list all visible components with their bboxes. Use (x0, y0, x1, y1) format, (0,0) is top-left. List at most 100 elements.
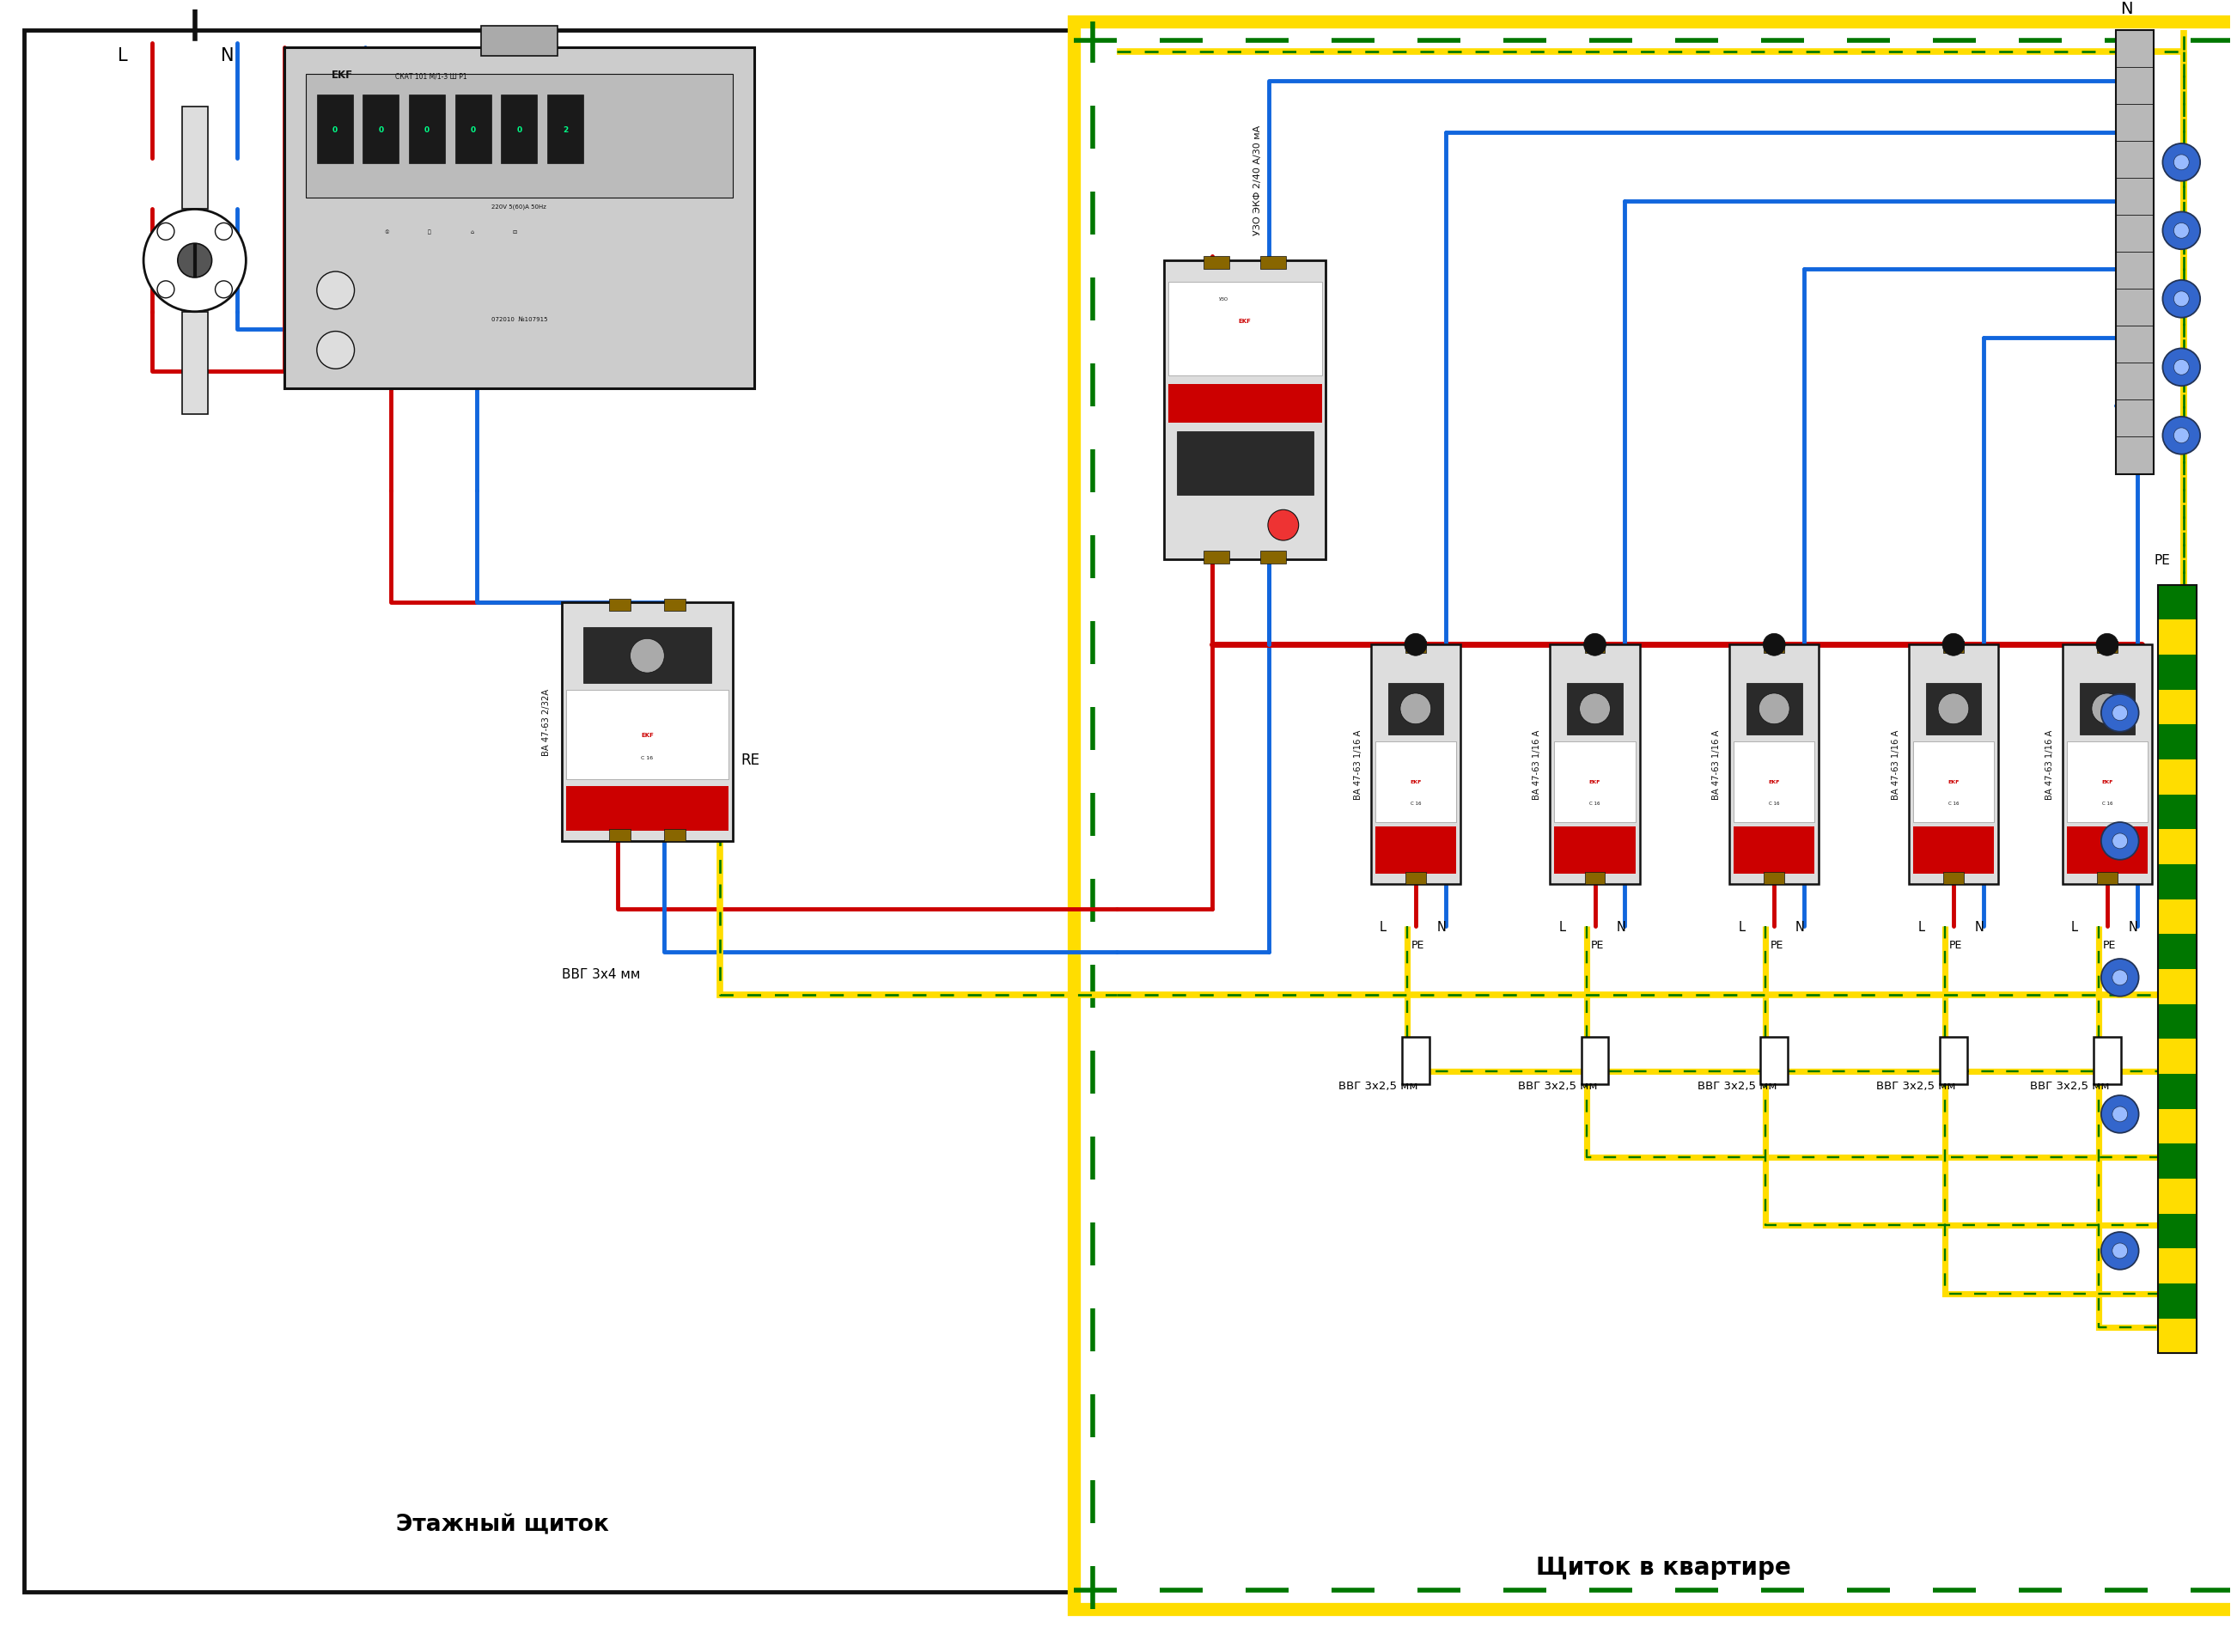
Text: 2: 2 (561, 126, 568, 134)
Bar (2159, 585, 2197, 620)
Bar (664, 829, 687, 841)
Bar (2159, 795, 2197, 829)
Text: ВВГ 3х2,5 мм: ВВГ 3х2,5 мм (2031, 1080, 2109, 1092)
Bar (2159, 1039, 2197, 1074)
Bar (1387, 684, 1443, 735)
Text: L: L (1738, 920, 1745, 933)
Circle shape (2163, 144, 2201, 182)
Bar (1908, 644, 1998, 884)
Bar (1584, 641, 1606, 654)
Text: C 16: C 16 (642, 755, 653, 760)
Text: N: N (1436, 920, 1447, 933)
Bar (2094, 1037, 2121, 1085)
Bar (1555, 828, 1635, 874)
Circle shape (2163, 418, 2201, 454)
Circle shape (1763, 634, 1785, 656)
Circle shape (2174, 428, 2190, 444)
Circle shape (2174, 292, 2190, 307)
Bar (2159, 1143, 2197, 1180)
Bar (1376, 742, 1456, 823)
Bar (664, 600, 687, 611)
Bar (2159, 1282, 2197, 1318)
Text: ВА 47-63 1/16 А: ВА 47-63 1/16 А (1353, 730, 1362, 800)
Bar (1944, 872, 1964, 884)
Bar (1376, 828, 1456, 874)
Text: EKF: EKF (331, 69, 353, 81)
Text: 220V 5(60)A 50Hz: 220V 5(60)A 50Hz (492, 203, 546, 210)
Bar (181, 312, 208, 415)
Text: ⓔ: ⓔ (427, 230, 432, 235)
Bar (1734, 828, 1814, 874)
Bar (181, 107, 208, 210)
Bar (2096, 872, 2118, 884)
Bar (1926, 684, 1982, 735)
Bar (1405, 641, 1425, 654)
Bar (25, 31, 1152, 1593)
Bar (2116, 31, 2154, 474)
Bar (2067, 828, 2148, 874)
Text: 0: 0 (378, 126, 383, 134)
Circle shape (2174, 155, 2190, 170)
Circle shape (2163, 281, 2201, 319)
Text: L: L (1559, 920, 1566, 933)
Circle shape (157, 223, 174, 241)
Bar (566, 691, 729, 780)
Circle shape (2174, 360, 2190, 375)
Text: 072010  №107915: 072010 №107915 (492, 317, 548, 322)
Bar (2159, 689, 2197, 725)
Text: L: L (1380, 920, 1387, 933)
Bar (1913, 742, 1993, 823)
Text: PE: PE (1591, 940, 1604, 950)
Bar (1163, 261, 1327, 560)
Text: EKF: EKF (1588, 780, 1602, 783)
Circle shape (1400, 694, 1432, 725)
Text: 0: 0 (331, 126, 338, 134)
Bar (284, 48, 754, 390)
Bar (2159, 1213, 2197, 1249)
Bar (1550, 644, 1640, 884)
Circle shape (2163, 213, 2201, 249)
Circle shape (2112, 1107, 2127, 1122)
Circle shape (2101, 1095, 2139, 1133)
Text: N: N (221, 46, 233, 64)
Bar (1939, 1037, 1966, 1085)
Circle shape (1579, 694, 1611, 725)
Bar (561, 603, 731, 841)
Text: L: L (2071, 920, 2078, 933)
Text: N: N (2127, 920, 2139, 933)
Bar (2063, 644, 2152, 884)
Bar (608, 600, 631, 611)
Text: N: N (1796, 920, 1805, 933)
Circle shape (2092, 694, 2123, 725)
Bar (2096, 641, 2118, 654)
Text: EKF: EKF (1239, 319, 1250, 324)
Text: 0: 0 (425, 126, 430, 134)
Text: СКАТ 101 М/1-3 Ш Р1: СКАТ 101 М/1-3 Ш Р1 (396, 73, 468, 81)
Bar (1204, 256, 1230, 269)
Bar (1259, 552, 1286, 563)
Circle shape (2112, 1244, 2127, 1259)
Text: ВА 47-63 1/16 А: ВА 47-63 1/16 А (1711, 730, 1720, 800)
Bar (1405, 872, 1425, 884)
Bar (454, 96, 490, 164)
Bar (2159, 724, 2197, 760)
Text: ⊡: ⊡ (512, 230, 517, 235)
Bar (1765, 872, 1785, 884)
Bar (2159, 654, 2197, 691)
Circle shape (318, 332, 353, 370)
Bar (1761, 1037, 1787, 1085)
Text: N: N (1615, 920, 1626, 933)
Bar (2159, 899, 2197, 935)
Bar (2159, 968, 2197, 1004)
Circle shape (1942, 634, 1964, 656)
Bar (318, 96, 353, 164)
Text: УЗО ЭКФ 2/40 А/30 мА: УЗО ЭКФ 2/40 А/30 мА (1253, 126, 1262, 236)
Circle shape (1584, 634, 1606, 656)
Text: 0: 0 (517, 126, 521, 134)
Circle shape (143, 210, 246, 312)
Bar (2159, 933, 2197, 970)
Text: C 16: C 16 (2103, 801, 2112, 805)
Bar (1177, 431, 1313, 496)
Bar (1168, 282, 1322, 377)
Bar (1259, 256, 1286, 269)
